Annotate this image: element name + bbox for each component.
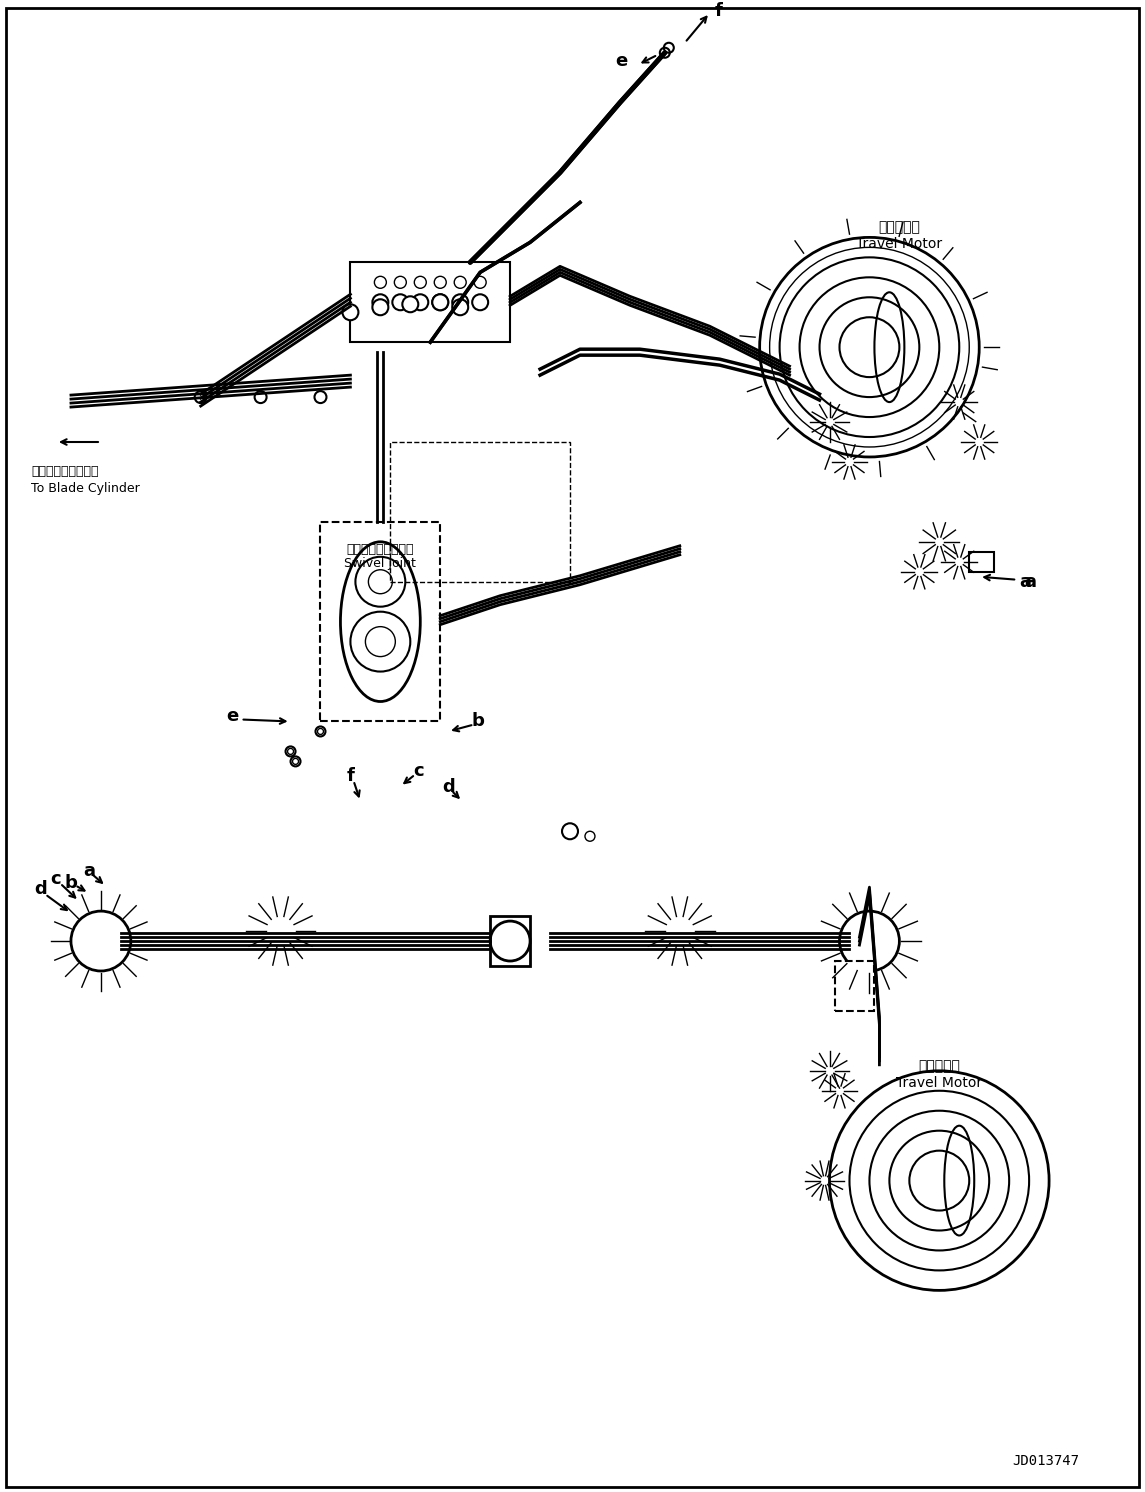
Text: c: c xyxy=(50,870,62,888)
Circle shape xyxy=(372,300,388,315)
Text: a: a xyxy=(1024,573,1036,591)
Text: To Blade Cylinder: To Blade Cylinder xyxy=(31,482,140,495)
Circle shape xyxy=(452,300,468,315)
Text: d: d xyxy=(442,779,455,797)
Text: スイベルジョイント: スイベルジョイント xyxy=(347,543,414,557)
Circle shape xyxy=(342,304,358,321)
Text: Swivel Joint: Swivel Joint xyxy=(345,558,417,570)
Text: ブレードシリンダへ: ブレードシリンダへ xyxy=(31,466,98,479)
Text: b: b xyxy=(472,713,484,731)
Text: e: e xyxy=(227,707,239,725)
Bar xyxy=(390,442,570,582)
Bar xyxy=(350,263,511,342)
Text: a: a xyxy=(1019,573,1032,591)
Circle shape xyxy=(412,294,428,310)
Text: d: d xyxy=(34,880,47,898)
Bar xyxy=(835,961,875,1012)
Text: f: f xyxy=(347,767,354,785)
Circle shape xyxy=(433,294,448,310)
Text: e: e xyxy=(616,52,627,70)
Text: Travel Motor: Travel Motor xyxy=(897,1076,982,1089)
Circle shape xyxy=(452,294,468,310)
Circle shape xyxy=(372,294,388,310)
Bar xyxy=(970,552,994,571)
Text: a: a xyxy=(82,862,95,880)
Text: c: c xyxy=(413,762,424,780)
Text: 走行モータ: 走行モータ xyxy=(918,1059,961,1073)
Text: JD013747: JD013747 xyxy=(1012,1455,1079,1468)
Text: Travel Motor: Travel Motor xyxy=(856,237,942,251)
Text: 走行モータ: 走行モータ xyxy=(878,221,921,234)
Circle shape xyxy=(393,294,409,310)
Circle shape xyxy=(472,294,488,310)
Circle shape xyxy=(402,297,418,312)
Circle shape xyxy=(433,294,448,310)
Text: b: b xyxy=(64,874,78,892)
Bar xyxy=(490,916,530,965)
Text: f: f xyxy=(714,1,722,19)
Bar xyxy=(321,522,440,722)
